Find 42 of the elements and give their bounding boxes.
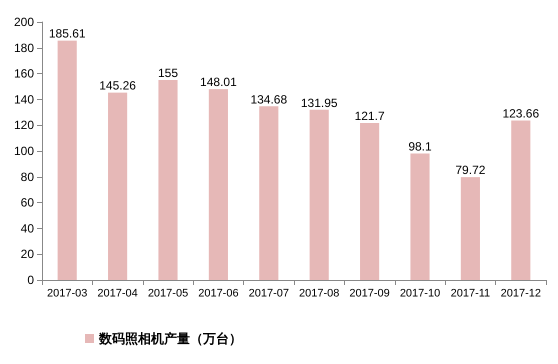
x-tick-label: 2017-04 [97,288,138,300]
x-tick-label: 2017-03 [47,288,88,300]
x-tick-label: 2017-11 [450,288,490,300]
x-tick-label: 2017-12 [500,288,541,300]
bar [208,89,228,280]
x-tick-label: 2017-07 [248,288,289,300]
bar [108,92,128,280]
y-tick-label: 60 [20,196,34,210]
bar [310,110,329,280]
data-label: 185.61 [48,26,86,41]
x-tick-label: 2017-08 [299,288,340,300]
bar [511,120,530,280]
data-label: 145.26 [99,78,136,93]
bar [360,123,380,280]
data-label: 131.95 [300,96,338,110]
x-tick-label: 2017-09 [349,288,390,300]
bar [58,40,77,280]
bar [259,106,278,280]
data-label: 123.66 [502,106,540,120]
x-tick-label: 2017-05 [148,288,188,300]
y-tick-label: 20 [20,247,34,262]
data-label: 148.01 [200,75,238,90]
y-tick-label: 100 [14,144,34,158]
y-tick-label: 0 [27,273,34,287]
y-tick-label: 140 [14,92,34,106]
y-tick-label: 160 [14,66,34,81]
data-label: 134.68 [250,92,288,106]
y-tick-label: 180 [14,40,34,55]
legend-label: 数码照相机产量（万台） [98,331,242,346]
bar [460,177,480,280]
y-tick-label: 80 [20,170,34,184]
x-tick-label: 2017-10 [400,288,440,300]
data-label: 155 [158,66,178,80]
y-tick-label: 40 [20,221,34,236]
bar [158,80,178,280]
y-tick-label: 200 [14,15,34,29]
y-tick-label: 120 [14,118,34,132]
data-label: 121.7 [354,109,385,124]
x-tick-label: 2017-06 [198,288,239,300]
bar [410,153,430,280]
data-label: 98.1 [408,139,432,154]
data-label: 79.72 [455,163,486,178]
